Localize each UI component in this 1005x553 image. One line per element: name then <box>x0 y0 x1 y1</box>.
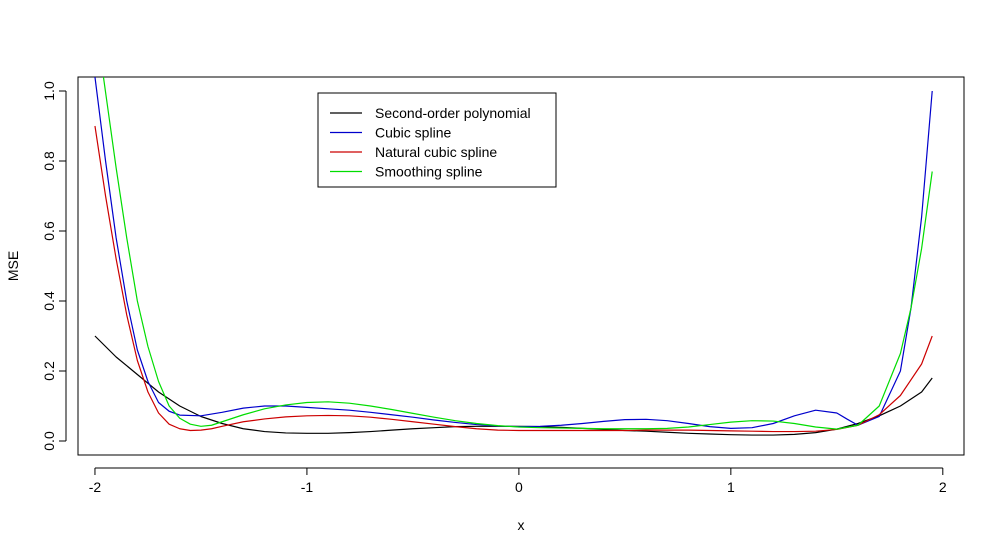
y-axis: 0.0 0.2 0.4 0.6 0.8 1.0 <box>41 81 67 451</box>
legend-label-2: Natural cubic spline <box>375 144 497 160</box>
series-layer <box>94 77 933 436</box>
legend-label-1: Cubic spline <box>375 125 451 141</box>
series-line-2 <box>94 125 933 433</box>
legend-label-0: Second-order polynomial <box>375 105 531 121</box>
series-line-0 <box>94 335 933 436</box>
x-axis-label: x <box>518 517 525 533</box>
y-axis-label: MSE <box>5 251 21 281</box>
x-tick-label-1: -1 <box>301 479 314 495</box>
y-tick-label-3: 0.6 <box>41 221 57 241</box>
y-tick-label-4: 0.8 <box>41 151 57 171</box>
y-tick-label-1: 0.2 <box>41 361 57 381</box>
legend-label-3: Smoothing spline <box>375 164 483 180</box>
x-tick-label-0: -2 <box>89 479 102 495</box>
x-tick-label-4: 2 <box>939 479 947 495</box>
legend: Second-order polynomial Cubic spline Natur… <box>317 92 557 188</box>
y-tick-label-2: 0.4 <box>41 291 57 311</box>
y-tick-label-0: 0.0 <box>41 431 57 451</box>
series-line-3 <box>102 77 933 430</box>
x-tick-label-2: 0 <box>515 479 523 495</box>
plot-frame <box>77 76 965 456</box>
x-tick-label-3: 1 <box>727 479 735 495</box>
y-tick-label-5: 1.0 <box>41 81 57 101</box>
x-axis: -2 -1 0 1 2 <box>89 467 947 495</box>
